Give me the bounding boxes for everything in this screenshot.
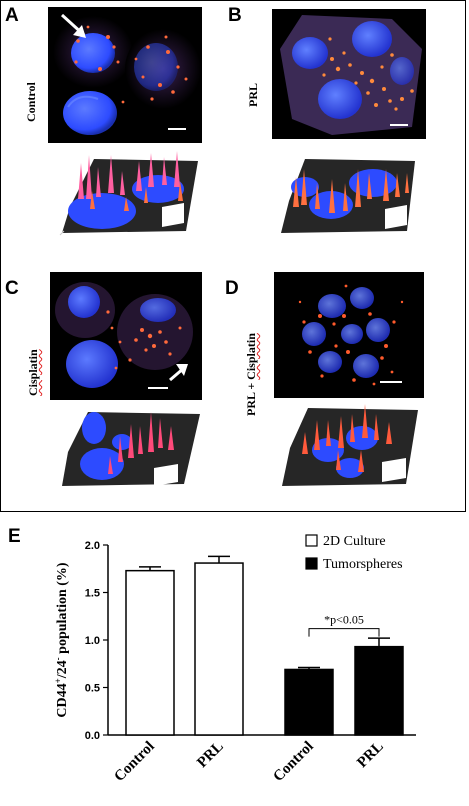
surface-plot-d — [278, 398, 424, 494]
significance-label: *p<0.05 — [324, 613, 364, 627]
surface-plot-c-image — [58, 402, 202, 494]
y-tick-label: 2.0 — [85, 540, 100, 552]
y-tick-label: 0.0 — [85, 730, 100, 742]
y-label-mid: /24 — [55, 660, 70, 679]
y-tick-label: 1.0 — [85, 635, 100, 647]
x-tick-label-4: PRL — [354, 739, 387, 772]
panel-d-condition-drug: Cisplatin — [244, 333, 258, 380]
panel-d-condition-prefix: PRL + — [244, 380, 258, 416]
surface-plot-c — [58, 402, 202, 494]
surface-plot-a-image — [58, 147, 202, 242]
y-label-rest: population (%) — [55, 562, 70, 657]
micrograph-a — [48, 7, 202, 143]
micrograph-a-image — [48, 7, 202, 143]
x-tick-label-2: PRL — [194, 739, 227, 772]
surface-plot-b — [275, 147, 425, 242]
micrograph-c — [50, 272, 202, 400]
significance-bracket — [309, 629, 379, 637]
micrograph-c-image — [50, 272, 202, 400]
y-tick-label: 1.5 — [85, 588, 100, 600]
panel-d-condition: PRL + Cisplatin — [244, 333, 259, 416]
panel-label-b: B — [228, 5, 242, 27]
micrograph-b — [272, 9, 426, 139]
surface-plot-b-image — [275, 147, 425, 242]
bar-3 — [285, 669, 333, 735]
panel-label-d: D — [225, 278, 239, 300]
panel-label-c: C — [5, 278, 19, 300]
micrograph-d-image — [274, 272, 424, 398]
panel-c-condition-text: Cisplatin — [26, 349, 40, 396]
panel-a-condition: Control — [24, 82, 39, 122]
bar-1 — [126, 571, 174, 735]
panel-b-condition: PRL — [246, 83, 261, 107]
panel-label-a: A — [5, 5, 19, 27]
y-axis-label: CD44+/24- population (%) — [53, 562, 70, 718]
surface-plot-a — [58, 147, 202, 242]
bar-2 — [195, 563, 243, 735]
legend-swatch-2 — [306, 558, 317, 569]
legend-swatch-1 — [306, 535, 317, 546]
x-tick-label-3: Control — [270, 739, 316, 785]
panel-c-condition: Cisplatin — [26, 349, 41, 396]
surface-plot-d-image — [278, 398, 424, 494]
y-tick-label: 0.5 — [85, 683, 100, 695]
micrograph-d — [274, 272, 424, 398]
micrograph-b-image — [272, 9, 426, 139]
bar-4 — [355, 647, 403, 735]
x-tick-label-1: Control — [111, 739, 157, 785]
legend-label-2: Tumorspheres — [323, 557, 403, 572]
y-label-base: CD44 — [55, 683, 70, 717]
legend-label-1: 2D Culture — [323, 534, 386, 549]
